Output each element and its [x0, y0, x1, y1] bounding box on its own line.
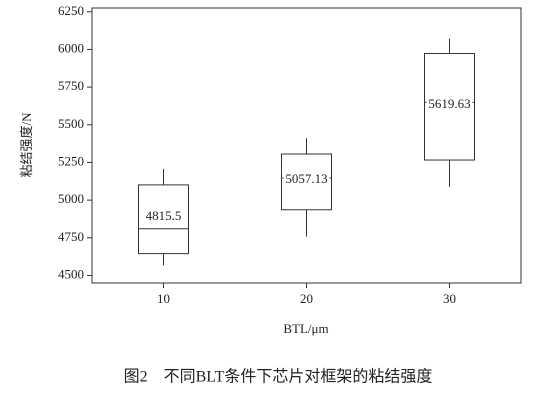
- caption: 图2 不同BLT条件下芯片对框架的粘结强度: [124, 368, 433, 386]
- x-tick-label: 20: [300, 291, 313, 306]
- label-bg: [140, 208, 187, 227]
- y-tick-label: 5500: [58, 116, 84, 131]
- y-tick-label: 4750: [58, 229, 84, 244]
- y-axis-label: 粘结强度/N: [19, 112, 34, 178]
- y-tick-label: 4500: [58, 266, 84, 281]
- x-tick-label: 10: [157, 291, 170, 306]
- label-bg: [426, 95, 473, 114]
- y-tick-label: 6000: [58, 40, 84, 55]
- mean-label: 5619.63: [428, 96, 470, 111]
- y-tick-label: 5750: [58, 78, 84, 93]
- x-axis-label: BTL/μm: [283, 321, 328, 336]
- y-tick-label: 5000: [58, 191, 84, 206]
- x-tick-label: 30: [443, 291, 456, 306]
- mean-label: 4815.5: [146, 208, 182, 223]
- label-bg: [283, 170, 330, 189]
- y-tick-label: 5250: [58, 153, 84, 168]
- mean-label: 5057.13: [285, 171, 327, 186]
- y-tick-label: 6250: [58, 3, 84, 18]
